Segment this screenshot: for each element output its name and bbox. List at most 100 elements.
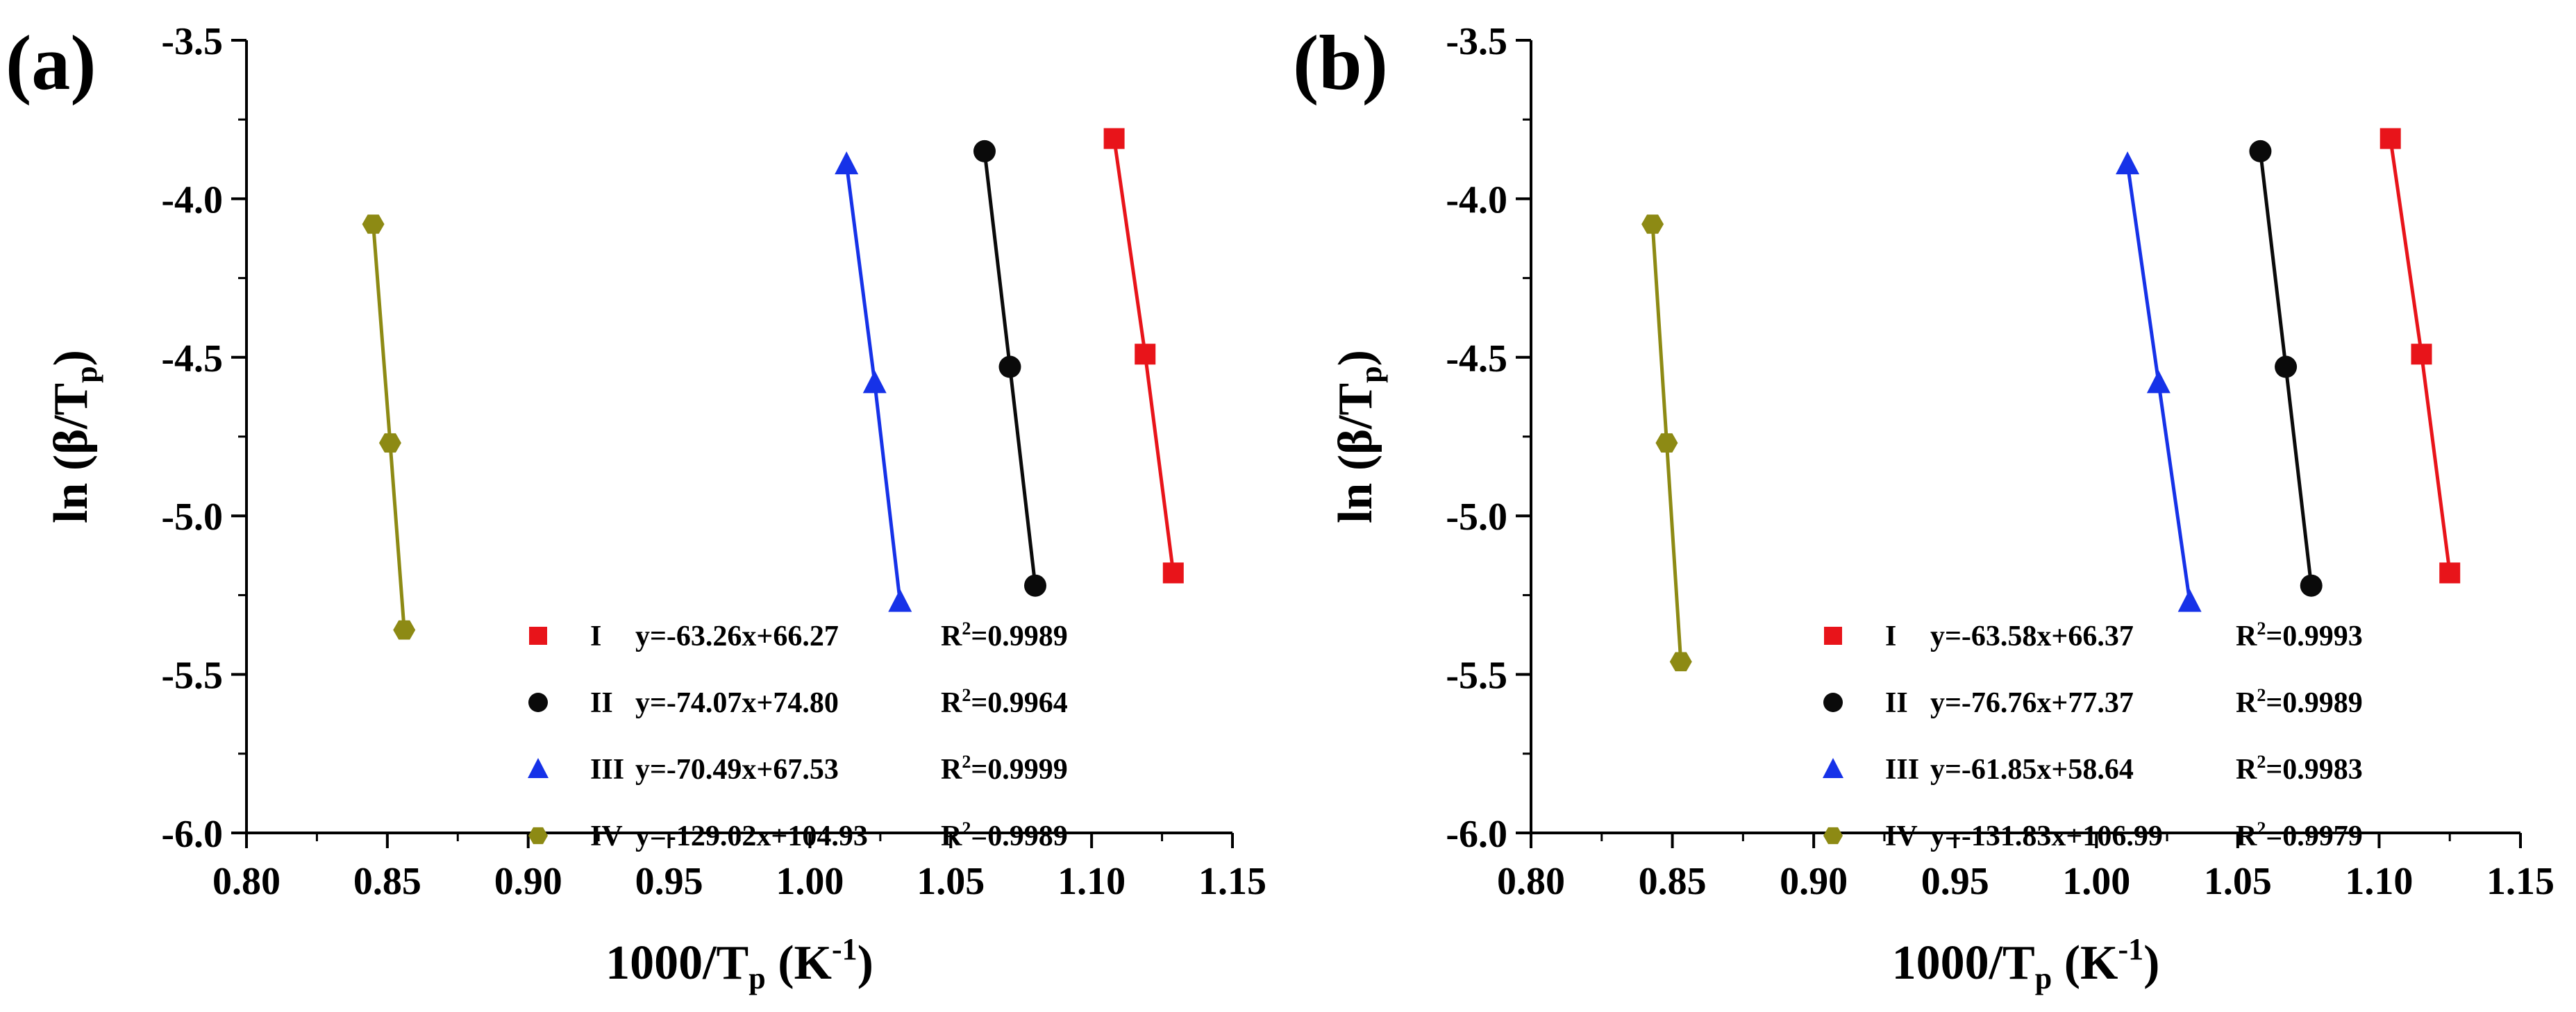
data-point-III [835, 151, 859, 175]
series-IV [362, 214, 416, 640]
x-tick-label: 0.85 [353, 860, 421, 903]
legend-equation-II: y=-74.07x+74.80 [635, 687, 839, 719]
data-point-I [2439, 562, 2461, 584]
legend-r2-value: =0.9989 [971, 621, 1067, 652]
legend-label-II: II [590, 687, 613, 719]
y-axis-title-close: ) [44, 350, 98, 366]
y-axis-title-close: ) [1329, 350, 1382, 366]
legend-r2-value: =0.9964 [971, 687, 1067, 719]
legend-marker-IV [528, 827, 548, 845]
y-tick-label: -5.5 [161, 655, 223, 698]
y-axis-title-main: ln (β/T [44, 383, 98, 523]
legend-marker-II [528, 693, 548, 712]
legend-r2-value: =0.9993 [2266, 621, 2362, 652]
y-axis-title-sub: p [1354, 366, 1388, 382]
panel-label: (a) [6, 20, 97, 106]
legend-equation-III: y=-70.49x+67.53 [635, 754, 839, 786]
legend-r2-label: R [2236, 820, 2257, 852]
y-tick-label: -5.0 [1446, 496, 1507, 539]
legend-r2-I: R2=0.9993 [2236, 618, 2363, 652]
data-point-III [888, 589, 912, 612]
legend-r2-sup: 2 [2257, 618, 2266, 639]
legend-label-IV: IV [1885, 820, 1918, 852]
legend-r2-sup: 2 [2257, 818, 2266, 838]
series-I [1103, 128, 1184, 584]
x-axis-title-sup: -1 [2118, 932, 2143, 966]
y-tick-label: -5.5 [1446, 655, 1507, 698]
legend-r2-sup: 2 [2257, 752, 2266, 772]
series-III [2116, 151, 2202, 612]
legend-r2-sup: 2 [962, 818, 971, 838]
y-tick-label: -4.0 [1446, 178, 1507, 221]
x-tick-label: 1.15 [1198, 860, 1266, 903]
data-point-II [2275, 355, 2298, 378]
legend-r2-value: =0.9979 [2266, 820, 2362, 852]
x-tick-label: 1.00 [776, 860, 844, 903]
legend-marker-III [528, 758, 549, 778]
chart-panel-a: (a) 0.80 0.85 0.90 0.95 1.00 1.05 1.10 1.15 -3.5 -… [6, 20, 1266, 995]
x-axis-title-sub: p [2035, 961, 2052, 995]
x-axis-title-sub: p [748, 961, 765, 995]
data-point-II [2300, 574, 2323, 597]
series-II [2249, 140, 2323, 597]
y-axis-title-main: ln (β/T [1329, 383, 1382, 523]
data-point-II [1024, 574, 1046, 597]
x-axis-title-close: ) [2143, 936, 2159, 990]
y-tick-label: -6.0 [161, 813, 223, 856]
data-point-III [2116, 151, 2140, 175]
x-tick-label: 0.95 [1921, 860, 1989, 903]
y-axis-title: ln (β/Tp) [44, 350, 103, 523]
legend-entry-II: II y=-74.07x+74.80 R2=0.9964 [528, 685, 1068, 719]
legend-entry-III: III y=-70.49x+67.53 R2=0.9999 [528, 752, 1068, 786]
series-line-IV [371, 224, 406, 630]
x-axis-title-unit: (K [2052, 936, 2118, 990]
legend-r2-label: R [941, 621, 962, 652]
legend-equation-II: y=-76.76x+77.37 [1930, 687, 2134, 719]
data-point-I [2380, 128, 2401, 149]
data-point-IV [1669, 652, 1692, 672]
legend-marker-I [1824, 627, 1842, 645]
x-axis-title-unit: (K [766, 936, 832, 990]
data-point-III [2146, 370, 2171, 394]
legend-r2-label: R [941, 687, 962, 719]
data-point-IV [362, 214, 385, 234]
series-IV [1641, 214, 1692, 672]
legend-r2-IV: R2=0.9979 [2236, 818, 2363, 852]
series-III [835, 151, 912, 612]
legend-r2-label: R [941, 820, 962, 852]
legend-label-I: I [590, 621, 601, 652]
legend-entry-III: III y=-61.85x+58.64 R2=0.9983 [1823, 752, 2363, 786]
legend-r2-sup: 2 [962, 685, 971, 705]
data-point-I [2411, 344, 2432, 365]
legend-label-III: III [590, 754, 624, 786]
x-tick-label: 0.95 [635, 860, 703, 903]
data-point-IV [1655, 433, 1678, 453]
x-axis-title: 1000/Tp (K-1) [605, 932, 873, 995]
x-axis-title: 1000/Tp (K-1) [1892, 932, 2160, 995]
legend-label-III: III [1885, 754, 1919, 786]
legend-marker-II [1823, 693, 1843, 712]
legend-equation-III: y=-61.85x+58.64 [1930, 754, 2134, 786]
legend-r2-II: R2=0.9989 [2236, 685, 2363, 719]
x-tick-label: 1.10 [2345, 860, 2413, 903]
legend-marker-I [529, 627, 547, 645]
legend-r2-value: =0.9983 [2266, 754, 2362, 786]
legend-label-IV: IV [590, 820, 623, 852]
series-II [973, 140, 1046, 597]
data-point-III [2177, 589, 2202, 612]
legend-r2-sup: 2 [962, 618, 971, 639]
y-tick-label: -6.0 [1446, 813, 1507, 856]
legend-equation-I: y=-63.26x+66.27 [635, 621, 839, 652]
legend-r2-I: R2=0.9989 [941, 618, 1068, 652]
legend-marker-IV [1823, 827, 1843, 845]
legend-equation-IV: y=-131.83x+106.99 [1930, 820, 2163, 852]
legend-r2-label: R [941, 754, 962, 786]
data-point-IV [393, 620, 416, 640]
legend-r2-value: =0.9989 [971, 820, 1067, 852]
data-point-IV [1641, 214, 1664, 234]
data-point-IV [378, 433, 401, 453]
x-tick-label: 1.00 [2062, 860, 2130, 903]
